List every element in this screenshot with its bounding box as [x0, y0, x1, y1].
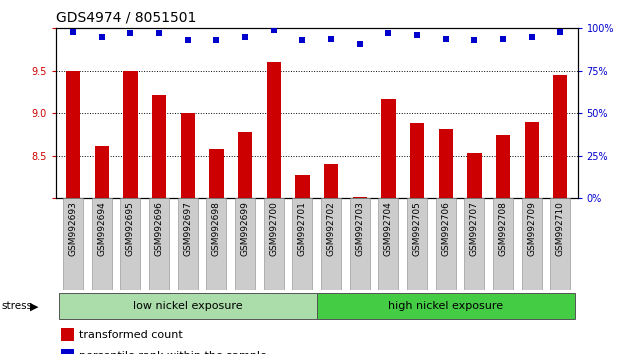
- Text: GSM992696: GSM992696: [155, 201, 163, 256]
- Point: [183, 38, 193, 43]
- Text: low nickel exposure: low nickel exposure: [133, 301, 243, 311]
- Point: [383, 30, 393, 36]
- Point: [412, 32, 422, 38]
- Text: GSM992707: GSM992707: [470, 201, 479, 256]
- Text: high nickel exposure: high nickel exposure: [388, 301, 503, 311]
- Text: GSM992699: GSM992699: [240, 201, 250, 256]
- Text: GSM992700: GSM992700: [270, 201, 278, 256]
- Text: GSM992705: GSM992705: [412, 201, 422, 256]
- Point: [68, 29, 78, 35]
- Text: GSM992710: GSM992710: [556, 201, 565, 256]
- Point: [527, 34, 537, 40]
- Bar: [66, 71, 80, 198]
- Text: GSM992695: GSM992695: [126, 201, 135, 256]
- Bar: [295, 175, 309, 198]
- Bar: [209, 149, 224, 198]
- FancyBboxPatch shape: [235, 198, 255, 290]
- Point: [326, 36, 336, 41]
- FancyBboxPatch shape: [206, 198, 227, 290]
- FancyBboxPatch shape: [493, 198, 513, 290]
- Text: GSM992708: GSM992708: [499, 201, 507, 256]
- Bar: [438, 129, 453, 198]
- FancyBboxPatch shape: [522, 198, 542, 290]
- Point: [211, 38, 221, 43]
- Bar: [410, 124, 424, 198]
- Bar: [94, 145, 109, 198]
- FancyBboxPatch shape: [178, 198, 197, 290]
- Bar: [496, 135, 510, 198]
- Text: GSM992709: GSM992709: [527, 201, 536, 256]
- Text: GSM992702: GSM992702: [327, 201, 335, 256]
- Point: [269, 27, 279, 33]
- Bar: [152, 95, 166, 198]
- Point: [498, 36, 508, 41]
- Point: [97, 34, 107, 40]
- FancyBboxPatch shape: [92, 198, 112, 290]
- FancyBboxPatch shape: [465, 198, 484, 290]
- FancyBboxPatch shape: [436, 198, 456, 290]
- Bar: [381, 99, 396, 198]
- FancyBboxPatch shape: [378, 198, 399, 290]
- Text: GSM992693: GSM992693: [68, 201, 78, 256]
- FancyBboxPatch shape: [317, 293, 574, 319]
- Bar: [123, 71, 138, 198]
- FancyBboxPatch shape: [149, 198, 169, 290]
- Point: [154, 30, 164, 36]
- Text: GDS4974 / 8051501: GDS4974 / 8051501: [56, 11, 196, 25]
- Text: stress: stress: [1, 301, 32, 311]
- Point: [555, 29, 565, 35]
- Text: GSM992697: GSM992697: [183, 201, 193, 256]
- Point: [469, 38, 479, 43]
- Bar: [353, 196, 367, 198]
- Bar: [324, 164, 338, 198]
- Bar: [61, 328, 74, 341]
- Text: GSM992694: GSM992694: [97, 201, 106, 256]
- Text: GSM992698: GSM992698: [212, 201, 221, 256]
- Text: ▶: ▶: [30, 301, 39, 311]
- FancyBboxPatch shape: [550, 198, 570, 290]
- Text: GSM992701: GSM992701: [298, 201, 307, 256]
- Text: percentile rank within the sample: percentile rank within the sample: [79, 351, 267, 354]
- FancyBboxPatch shape: [321, 198, 341, 290]
- FancyBboxPatch shape: [63, 198, 83, 290]
- FancyBboxPatch shape: [120, 198, 140, 290]
- Point: [240, 34, 250, 40]
- Point: [297, 38, 307, 43]
- Bar: [61, 349, 74, 354]
- FancyBboxPatch shape: [264, 198, 284, 290]
- FancyBboxPatch shape: [292, 198, 312, 290]
- Bar: [238, 132, 252, 198]
- Point: [441, 36, 451, 41]
- FancyBboxPatch shape: [350, 198, 369, 290]
- FancyBboxPatch shape: [59, 293, 317, 319]
- FancyBboxPatch shape: [407, 198, 427, 290]
- Bar: [266, 62, 281, 198]
- Text: GSM992704: GSM992704: [384, 201, 393, 256]
- Bar: [525, 122, 539, 198]
- Text: GSM992703: GSM992703: [355, 201, 364, 256]
- Bar: [181, 113, 195, 198]
- Point: [125, 30, 135, 36]
- Point: [355, 41, 365, 46]
- Bar: [467, 153, 481, 198]
- Text: GSM992706: GSM992706: [441, 201, 450, 256]
- Text: transformed count: transformed count: [79, 330, 183, 339]
- Bar: [553, 75, 568, 198]
